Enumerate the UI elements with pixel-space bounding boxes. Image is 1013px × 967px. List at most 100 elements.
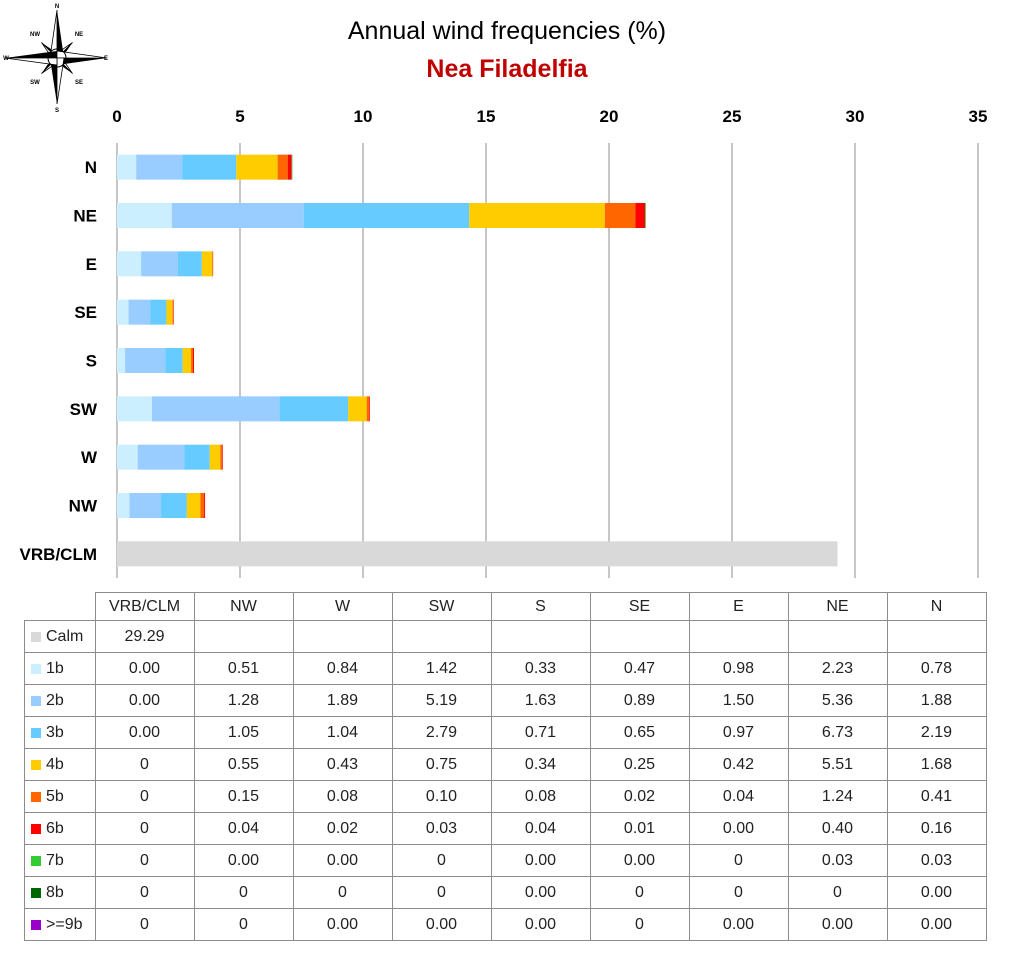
table-cell: 0.33 bbox=[490, 652, 591, 685]
table-cell: 0 bbox=[94, 748, 195, 781]
legend-entry: 7b bbox=[24, 844, 96, 877]
table-column-header: NW bbox=[193, 592, 294, 621]
table-column-header: SW bbox=[391, 592, 492, 621]
legend-label: 2b bbox=[46, 691, 64, 709]
bar-segment bbox=[366, 396, 370, 422]
table-row: 5b 0 0.15 0.08 0.10 0.08 0.02 0.04 1.24 0.41 bbox=[24, 780, 987, 813]
legend-label: Calm bbox=[46, 627, 84, 645]
table-cell: 0.00 bbox=[292, 908, 393, 941]
table-cell: 6.73 bbox=[787, 716, 888, 749]
table-cell: 1.89 bbox=[292, 684, 393, 717]
legend-swatch bbox=[31, 887, 41, 898]
bar-segment bbox=[369, 396, 370, 422]
table-cell bbox=[391, 620, 492, 653]
bar-segment bbox=[186, 493, 201, 518]
x-tick-label: 35 bbox=[969, 107, 988, 126]
bar-segment bbox=[172, 299, 174, 325]
table-cell: 0.51 bbox=[193, 652, 294, 685]
bar-segment bbox=[141, 251, 179, 277]
legend-entry: Calm bbox=[24, 620, 96, 653]
table-cell: 2.23 bbox=[787, 652, 888, 685]
bar-segment bbox=[117, 299, 129, 325]
category-label: S bbox=[86, 352, 97, 371]
table-cell: 1.28 bbox=[193, 684, 294, 717]
table-cell: 0 bbox=[391, 876, 492, 909]
table-cell: 5.19 bbox=[391, 684, 492, 717]
bar-segment bbox=[291, 154, 293, 180]
compass-star bbox=[4, 9, 108, 105]
bar-segment bbox=[161, 493, 187, 518]
table-cell: 5.51 bbox=[787, 748, 888, 781]
category-label: E bbox=[86, 255, 97, 274]
legend-swatch bbox=[31, 855, 41, 866]
legend-label: 6b bbox=[46, 819, 64, 837]
table-cell: 0.00 bbox=[886, 876, 987, 909]
table-row: 2b 0.00 1.28 1.89 5.19 1.63 0.89 1.50 5.36 1.88 bbox=[24, 684, 987, 717]
table-cell: 29.29 bbox=[94, 620, 195, 653]
table-cell: 0.55 bbox=[193, 748, 294, 781]
table-cell: 0.00 bbox=[688, 812, 789, 845]
table-cell: 0.16 bbox=[886, 812, 987, 845]
table-cell: 1.24 bbox=[787, 780, 888, 813]
table-cell: 0.00 bbox=[391, 908, 492, 941]
compass-rose-icon: N NE E SE S SW W NW bbox=[3, 4, 108, 114]
table-column-header: E bbox=[688, 592, 789, 621]
table-cell: 0.00 bbox=[787, 908, 888, 941]
table-cell: 0.00 bbox=[589, 844, 690, 877]
table-cell: 0.78 bbox=[886, 652, 987, 685]
category-label: NW bbox=[69, 497, 98, 516]
category-label: SE bbox=[74, 303, 97, 322]
table-cell bbox=[787, 620, 888, 653]
bar-segment bbox=[277, 154, 288, 180]
table-cell: 0.98 bbox=[688, 652, 789, 685]
table-cell: 0.47 bbox=[589, 652, 690, 685]
table-cell: 0 bbox=[688, 876, 789, 909]
table-cell: 0.03 bbox=[886, 844, 987, 877]
bar-segment bbox=[117, 154, 137, 180]
table-cell: 0 bbox=[193, 908, 294, 941]
table-row: >=9b 0 0 0.00 0.00 0.00 0 0.00 0.00 0.00 bbox=[24, 908, 987, 941]
table-cell: 0.89 bbox=[589, 684, 690, 717]
table-cell: 0.84 bbox=[292, 652, 393, 685]
table-cell: 0.08 bbox=[490, 780, 591, 813]
compass-label-n: N bbox=[55, 4, 59, 10]
bar-segment bbox=[220, 444, 223, 470]
table-column-header: VRB/CLM bbox=[94, 592, 195, 621]
table-cell: 0.00 bbox=[94, 684, 195, 717]
table-cell: 0.41 bbox=[886, 780, 987, 813]
bar-segment bbox=[173, 299, 174, 325]
legend-entry: 6b bbox=[24, 812, 96, 845]
bar-segment bbox=[222, 444, 223, 470]
legend-entry: 2b bbox=[24, 684, 96, 717]
table-cell: 0 bbox=[94, 844, 195, 877]
table-cell: 0 bbox=[688, 844, 789, 877]
table-column-header: W bbox=[292, 592, 393, 621]
table-cell: 1.05 bbox=[193, 716, 294, 749]
table-cell: 2.19 bbox=[886, 716, 987, 749]
compass-label-se: SE bbox=[75, 80, 83, 86]
bar-segment bbox=[645, 203, 646, 228]
bar-segment bbox=[117, 493, 130, 518]
table-cell: 0.34 bbox=[490, 748, 591, 781]
bar-segment bbox=[279, 396, 349, 422]
bar-segment bbox=[178, 251, 202, 277]
x-tick-label: 20 bbox=[600, 107, 619, 126]
table-cell: 0.71 bbox=[490, 716, 591, 749]
legend-swatch bbox=[31, 823, 41, 834]
table-cell: 0.02 bbox=[589, 780, 690, 813]
bar-segment bbox=[117, 541, 838, 567]
bar-segment bbox=[166, 299, 173, 325]
category-label: VRB/CLM bbox=[20, 545, 97, 564]
bar-segment bbox=[165, 348, 183, 373]
legend-swatch bbox=[31, 727, 41, 738]
table-cell: 0.08 bbox=[292, 780, 393, 813]
bar-segment bbox=[117, 444, 138, 470]
table-cell: 0 bbox=[391, 844, 492, 877]
table-cell: 0.40 bbox=[787, 812, 888, 845]
bar-segment bbox=[117, 251, 142, 277]
legend-swatch bbox=[31, 759, 41, 770]
table-cell: 0 bbox=[94, 908, 195, 941]
table-cell: 0.10 bbox=[391, 780, 492, 813]
bar-segment bbox=[303, 203, 470, 228]
compass-label-s: S bbox=[55, 108, 59, 114]
